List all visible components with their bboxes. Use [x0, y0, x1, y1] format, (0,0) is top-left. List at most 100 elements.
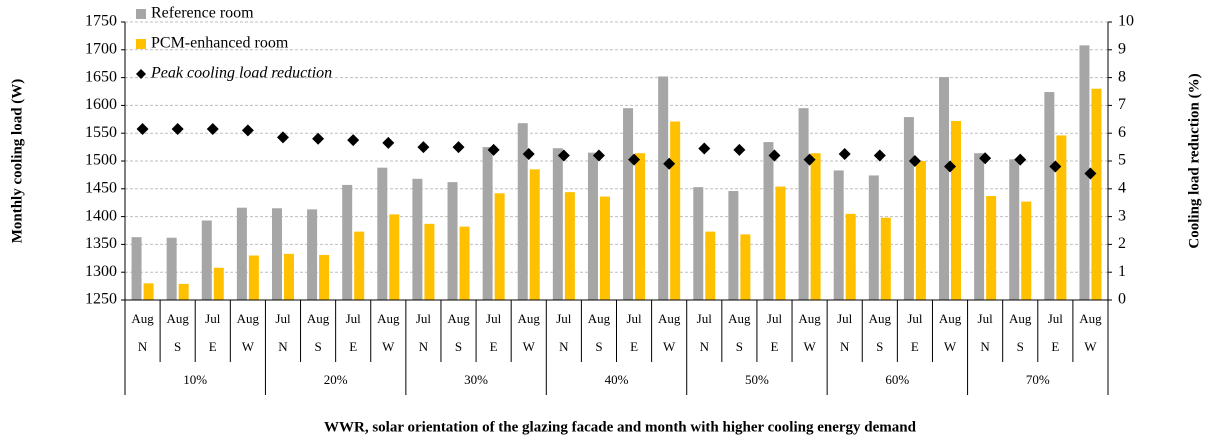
orientation-label: W	[523, 339, 536, 354]
bar	[319, 254, 330, 300]
x-tick-label: Aug	[447, 311, 470, 326]
legend-label: Reference room	[151, 5, 254, 22]
x-tick-label: Jul	[346, 311, 362, 326]
bar	[1021, 201, 1032, 300]
x-tick-label: Jul	[205, 311, 221, 326]
y2-tick-label: 0	[1118, 291, 1126, 308]
bar	[389, 214, 400, 300]
point	[663, 157, 676, 170]
x-tick-label: Aug	[131, 311, 154, 326]
bar	[1091, 88, 1102, 300]
group-label: 60%	[885, 372, 909, 387]
bar	[564, 192, 575, 300]
x-tick-label: Aug	[166, 311, 189, 326]
point	[171, 123, 184, 136]
group-label: 40%	[605, 372, 629, 387]
bar	[833, 170, 844, 300]
bar	[529, 169, 540, 300]
point	[276, 131, 289, 144]
bar	[587, 152, 598, 300]
bar	[178, 283, 189, 300]
legend-swatch	[136, 69, 146, 79]
y-tick-label: 1550	[85, 124, 117, 141]
x-tick-label: Aug	[1079, 311, 1102, 326]
x-tick-label: Jul	[556, 311, 572, 326]
orientation-label: E	[490, 339, 498, 354]
x-tick-label: Jul	[486, 311, 502, 326]
x-tick-label: Jul	[978, 311, 994, 326]
bar	[1056, 135, 1067, 300]
group-label: 20%	[324, 372, 348, 387]
bar	[763, 142, 774, 300]
bar	[810, 153, 821, 300]
bar	[459, 226, 470, 300]
y-tick-label: 1400	[85, 207, 117, 224]
point	[873, 149, 886, 162]
x-tick-label: Aug	[869, 311, 892, 326]
point	[347, 134, 360, 147]
point	[382, 136, 395, 149]
orientation-label: N	[700, 339, 710, 354]
point	[452, 141, 465, 154]
x-tick-label: Aug	[939, 311, 962, 326]
y2-tick-label: 8	[1118, 68, 1126, 85]
x-tick-label: Jul	[697, 311, 713, 326]
bar	[798, 108, 809, 301]
orientation-label: N	[419, 339, 429, 354]
orientation-label: E	[209, 339, 217, 354]
point	[136, 123, 149, 136]
bar	[283, 253, 294, 300]
x-tick-label: Jul	[907, 311, 923, 326]
orientation-label: S	[876, 339, 883, 354]
point	[838, 148, 851, 161]
bar	[1079, 45, 1090, 300]
x-tick-label: Jul	[767, 311, 783, 326]
x-tick-label: Aug	[658, 311, 681, 326]
bar	[974, 153, 985, 300]
y-tick-label: 1750	[85, 13, 117, 30]
point	[628, 153, 641, 166]
point	[768, 149, 781, 162]
y2-tick-label: 5	[1118, 152, 1126, 169]
bar	[412, 178, 423, 300]
orientation-label: E	[911, 339, 919, 354]
y2-tick-label: 4	[1118, 179, 1126, 196]
legend-label: Peak cooling load reduction	[150, 65, 332, 82]
point	[241, 124, 254, 137]
bar	[868, 175, 879, 300]
point	[698, 142, 711, 155]
orientation-label: S	[736, 339, 743, 354]
point	[1049, 160, 1062, 173]
point	[979, 152, 992, 165]
x-tick-label: Aug	[798, 311, 821, 326]
bar	[201, 220, 212, 300]
group-label: 10%	[183, 372, 207, 387]
group-label: 70%	[1026, 372, 1050, 387]
orientation-label: S	[1017, 339, 1024, 354]
bar	[880, 217, 891, 300]
x-tick-label: Jul	[275, 311, 291, 326]
orientation-label: S	[595, 339, 602, 354]
legend-swatch	[136, 39, 146, 49]
y-axis-label: Monthly cooling load (W)	[9, 79, 25, 244]
x-tick-label: Jul	[416, 311, 432, 326]
bar	[447, 182, 458, 300]
orientation-label: E	[1051, 339, 1059, 354]
bar	[693, 187, 704, 300]
x-tick-label: Aug	[588, 311, 611, 326]
bar	[658, 76, 669, 300]
x-axis-label: WWR, solar orientation of the glazing fa…	[324, 419, 917, 435]
y2-axis-label: Cooling load reduction (%)	[1186, 73, 1202, 248]
bar	[271, 208, 282, 300]
y-tick-label: 1600	[85, 96, 117, 113]
orientation-label: W	[1084, 339, 1097, 354]
point	[417, 141, 430, 154]
bar	[728, 191, 739, 300]
bar	[354, 231, 365, 300]
point	[1014, 153, 1027, 166]
orientation-label: W	[382, 339, 395, 354]
y2-tick-label: 6	[1118, 124, 1126, 141]
orientation-label: N	[840, 339, 850, 354]
bar	[517, 123, 528, 300]
bar	[775, 186, 786, 300]
